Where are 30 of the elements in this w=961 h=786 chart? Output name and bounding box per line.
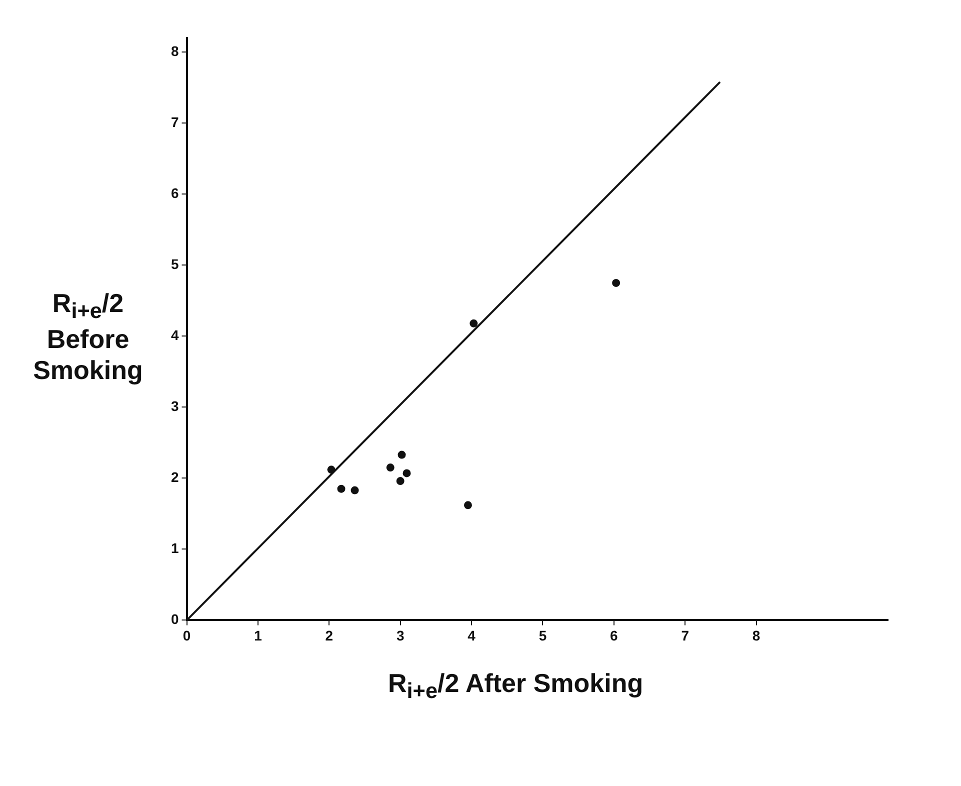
x-tick-label: 6: [610, 627, 618, 644]
y-tick-label: 4: [170, 327, 179, 344]
point: [337, 484, 346, 493]
y-tick-label: 5: [170, 256, 179, 272]
point: [612, 278, 620, 287]
point: [327, 466, 336, 474]
x-tick-label: 3: [396, 627, 404, 644]
y-tick-label: 8: [170, 43, 179, 60]
x-tick-label: 7: [681, 627, 690, 644]
x-tick-label: 4: [468, 627, 476, 644]
point: [470, 319, 478, 328]
point: [402, 469, 411, 478]
y-tick-label: 7: [170, 114, 179, 130]
y-tick-label: 3: [170, 398, 179, 414]
point: [398, 450, 406, 459]
y-tick-label: 6: [170, 185, 179, 202]
x-tick-label: 0: [182, 627, 191, 644]
x-tick-label: 5: [538, 627, 547, 644]
y-tick-label: 0: [170, 611, 179, 628]
point: [386, 464, 394, 472]
x-tick-label: 1: [254, 627, 262, 644]
point: [464, 501, 472, 510]
point: [350, 486, 359, 494]
y-tick-label: 2: [170, 469, 179, 486]
x-tick-label: 8: [752, 627, 760, 644]
y-tick-label: 1: [170, 540, 179, 556]
point: [396, 477, 404, 486]
x-tick-label: 2: [325, 627, 334, 644]
x-axis-title: R$_{i+e}$/2 After Smoking: [388, 668, 644, 704]
y-axis-title: R$_{i+e}$/2 Before Smoking: [32, 288, 144, 386]
